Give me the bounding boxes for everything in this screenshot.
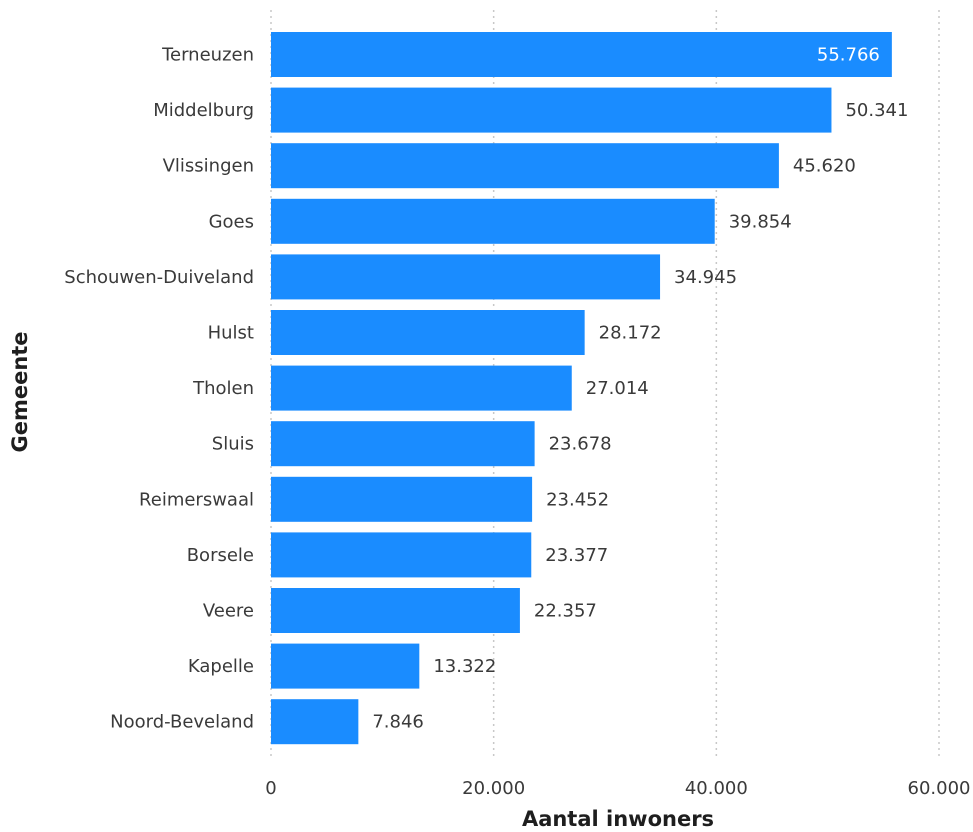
- bar: [271, 476, 533, 522]
- category-label: Noord-Beveland: [110, 712, 254, 733]
- category-label: Goes: [209, 211, 254, 232]
- bar: [271, 310, 585, 355]
- bar: [271, 32, 892, 77]
- category-label: Middelburg: [153, 100, 254, 121]
- bar: [271, 532, 532, 578]
- x-tick-label: 40.000: [685, 778, 748, 799]
- value-label: 55.766: [817, 45, 880, 66]
- bar: [271, 198, 715, 244]
- value-label: 28.172: [599, 323, 662, 344]
- x-tick-labels: 0 20.000 40.000 60.000: [265, 778, 970, 799]
- bar: [271, 699, 359, 745]
- bar: [271, 143, 779, 189]
- x-tick-label: 20.000: [462, 778, 525, 799]
- value-label: 23.452: [546, 489, 609, 510]
- value-label: 22.357: [534, 601, 597, 622]
- category-label: Schouwen-Duiveland: [64, 267, 254, 288]
- bar: [271, 87, 832, 133]
- bar: [271, 588, 520, 633]
- value-labels: 55.766 50.341 45.620 39.854 34.945 28.172 27.0…: [372, 45, 908, 733]
- bar: [271, 421, 535, 467]
- category-label: Sluis: [212, 434, 254, 455]
- bar: [271, 254, 661, 300]
- y-axis-title: Gemeente: [8, 331, 32, 452]
- x-axis-title: Aantal inwoners: [522, 807, 714, 831]
- category-label: Kapelle: [188, 656, 254, 677]
- category-label: Reimerswaal: [139, 489, 254, 510]
- bar: [271, 643, 420, 689]
- category-label: Hulst: [208, 323, 254, 344]
- gridlines: [270, 10, 940, 760]
- value-label: 23.678: [549, 434, 612, 455]
- value-label: 39.854: [729, 211, 792, 232]
- category-label: Vlissingen: [163, 156, 254, 177]
- category-labels: Terneuzen Middelburg Vlissingen Goes Schouwe…: [64, 45, 254, 733]
- bars: [271, 32, 892, 745]
- category-label: Borsele: [187, 545, 254, 566]
- value-label: 45.620: [793, 156, 856, 177]
- value-label: 50.341: [845, 100, 908, 121]
- value-label: 7.846: [372, 712, 424, 733]
- x-tick-label: 60.000: [908, 778, 971, 799]
- value-label: 13.322: [433, 656, 496, 677]
- category-label: Veere: [203, 601, 254, 622]
- bar: [271, 365, 572, 411]
- x-tick-label: 0: [265, 778, 276, 799]
- category-label: Terneuzen: [161, 45, 254, 66]
- value-label: 34.945: [674, 267, 737, 288]
- value-label: 23.377: [545, 545, 608, 566]
- value-label: 27.014: [586, 378, 649, 399]
- category-label: Tholen: [192, 378, 254, 399]
